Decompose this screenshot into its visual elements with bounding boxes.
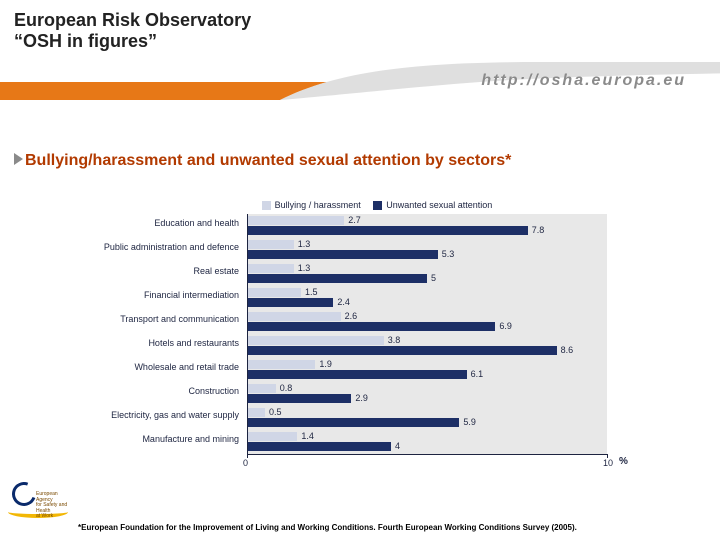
- legend-label-1: Bullying / harassment: [275, 200, 361, 210]
- footnote: *European Foundation for the Improvement…: [78, 523, 710, 532]
- bar: [247, 240, 294, 249]
- bar-value: 8.6: [561, 345, 574, 355]
- bar-value: 4: [395, 441, 400, 451]
- chart-legend: Bullying / harassment Unwanted sexual at…: [92, 200, 652, 210]
- category-label: Hotels and restaurants: [92, 338, 239, 348]
- bullet-arrow-icon: [14, 153, 23, 165]
- x-tick-label: 0: [243, 458, 248, 468]
- header-band: [0, 62, 720, 120]
- bar-value: 5.9: [463, 417, 476, 427]
- category-label: Education and health: [92, 218, 239, 228]
- bar: [247, 442, 391, 451]
- bar-value: 2.6: [345, 311, 358, 321]
- title-line-2: “OSH in figures”: [14, 31, 251, 52]
- section-heading: Bullying/harassment and unwanted sexual …: [14, 150, 706, 172]
- section-text: Bullying/harassment and unwanted sexual …: [25, 152, 511, 169]
- bar: [247, 432, 297, 441]
- bar-value: 2.4: [337, 297, 350, 307]
- x-axis: [247, 454, 607, 455]
- bar: [247, 226, 528, 235]
- category-label: Real estate: [92, 266, 239, 276]
- category-label: Financial intermediation: [92, 290, 239, 300]
- bar-value: 1.3: [298, 239, 311, 249]
- bar: [247, 274, 427, 283]
- category-label: Transport and communication: [92, 314, 239, 324]
- bar: [247, 346, 557, 355]
- bar: [247, 360, 315, 369]
- bar: [247, 298, 333, 307]
- bar: [247, 418, 459, 427]
- chart: Bullying / harassment Unwanted sexual at…: [92, 200, 652, 500]
- category-label: Public administration and defence: [92, 242, 239, 252]
- bar: [247, 216, 344, 225]
- bar-value: 7.8: [532, 225, 545, 235]
- slide-title: European Risk Observatory “OSH in figure…: [14, 10, 251, 52]
- bar: [247, 336, 384, 345]
- bar: [247, 312, 341, 321]
- bar: [247, 394, 351, 403]
- bar-value: 1.3: [298, 263, 311, 273]
- bar: [247, 384, 276, 393]
- bar-value: 1.9: [319, 359, 332, 369]
- bar-value: 0.5: [269, 407, 282, 417]
- bar-value: 3.8: [388, 335, 401, 345]
- bar-value: 1.4: [301, 431, 314, 441]
- bar: [247, 288, 301, 297]
- legend-label-2: Unwanted sexual attention: [386, 200, 492, 210]
- bar-value: 5.3: [442, 249, 455, 259]
- agency-logo: European Agencyfor Safety and Healthat W…: [8, 480, 70, 532]
- bar: [247, 408, 265, 417]
- bar: [247, 370, 467, 379]
- header-url: http://osha.europa.eu: [481, 72, 686, 90]
- bar-value: 0.8: [280, 383, 293, 393]
- logo-text: European Agencyfor Safety and Healthat W…: [36, 492, 70, 520]
- x-tick-label: 10: [603, 458, 613, 468]
- category-label: Wholesale and retail trade: [92, 362, 239, 372]
- category-label: Construction: [92, 386, 239, 396]
- percent-label: %: [619, 456, 628, 467]
- bar-value: 2.9: [355, 393, 368, 403]
- bar-value: 2.7: [348, 215, 361, 225]
- bar-value: 6.9: [499, 321, 512, 331]
- bar: [247, 250, 438, 259]
- bar-value: 6.1: [471, 369, 484, 379]
- bar: [247, 264, 294, 273]
- title-line-1: European Risk Observatory: [14, 10, 251, 31]
- header-swoosh: [280, 62, 720, 120]
- chart-plot-area: Education and health 2.7 7.8 Public adminis…: [92, 214, 652, 482]
- category-label: Electricity, gas and water supply: [92, 410, 239, 420]
- legend-swatch-2: [373, 201, 382, 210]
- bar: [247, 322, 495, 331]
- category-label: Manufacture and mining: [92, 434, 239, 444]
- bar-value: 1.5: [305, 287, 318, 297]
- y-axis: [247, 214, 248, 454]
- legend-swatch-1: [262, 201, 271, 210]
- bar-value: 5: [431, 273, 436, 283]
